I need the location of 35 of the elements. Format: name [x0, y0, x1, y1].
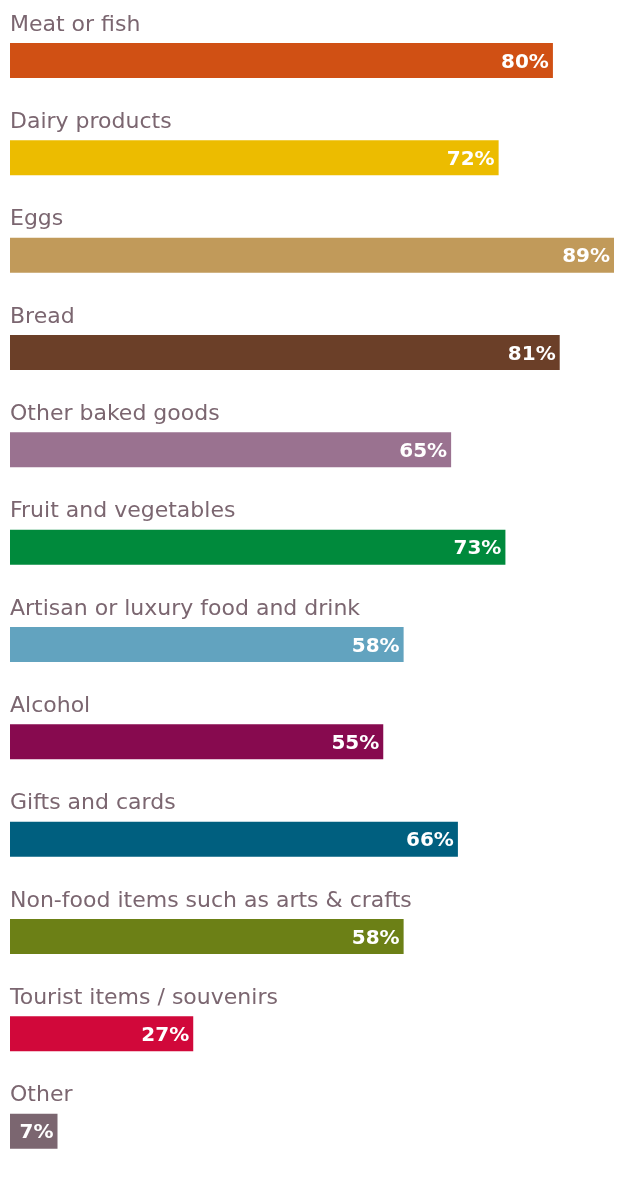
data-label: 55% — [331, 729, 380, 754]
y-tick-label: Eggs — [10, 205, 64, 231]
y-tick-label: Dairy products — [10, 108, 172, 133]
data-label: 65% — [399, 437, 448, 462]
bar — [10, 1016, 194, 1052]
bar — [10, 919, 404, 954]
y-tick-label: Gifts and cards — [10, 789, 176, 815]
data-label: 73% — [453, 535, 502, 560]
data-label: 58% — [351, 924, 400, 949]
bar — [10, 432, 452, 468]
bar — [10, 43, 553, 78]
y-tick-label: Other baked goods — [10, 400, 220, 425]
y-tick-label: Artisan or luxury food and drink — [10, 594, 361, 620]
bar — [10, 724, 384, 760]
bar — [10, 627, 404, 662]
y-tick-label: Alcohol — [10, 692, 91, 717]
y-tick-label: Fruit and vegetables — [10, 497, 236, 523]
bar — [10, 335, 560, 370]
data-label: 89% — [562, 243, 610, 268]
y-tick-label: Non-food items such as arts & crafts — [10, 886, 412, 912]
bar — [10, 529, 506, 565]
data-label: 58% — [351, 632, 400, 657]
bar — [10, 140, 499, 176]
data-label: 80% — [501, 48, 549, 73]
y-tick-label: Bread — [10, 302, 75, 328]
data-label: 81% — [507, 340, 556, 365]
data-label: 7% — [19, 1119, 54, 1144]
data-label: 72% — [446, 145, 495, 170]
data-label: 66% — [406, 827, 454, 852]
bar — [10, 821, 458, 857]
bar — [10, 237, 614, 273]
y-tick-label: Other — [10, 1081, 74, 1107]
data-label: 27% — [141, 1021, 190, 1046]
y-tick-label: Meat or fish — [10, 10, 141, 36]
y-tick-label: Tourist items / souvenirs — [9, 984, 278, 1009]
